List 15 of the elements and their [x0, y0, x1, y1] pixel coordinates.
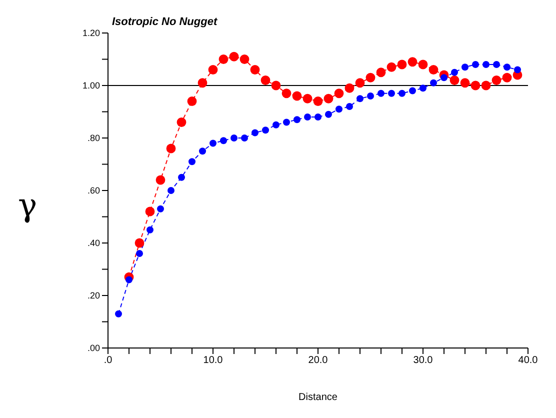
y-axis-title: γ [18, 186, 38, 224]
y-tick-label: .00 [87, 343, 100, 354]
y-tick-label: 1.00 [82, 80, 100, 91]
y-tick-label: .20 [87, 290, 100, 301]
y-tick-label: .60 [87, 186, 100, 196]
x-tick-label: 10.0 [203, 355, 224, 366]
x-axis-title: Distance [298, 392, 338, 403]
chart-title: Isotropic No Nugget [112, 16, 218, 28]
x-tick-label: 30.0 [413, 355, 434, 366]
y-tick-label: .40 [87, 238, 100, 248]
y-tick-label: 1.20 [82, 28, 100, 38]
x-tick-label: 20.0 [308, 355, 328, 366]
x-tick-label: .0 [104, 355, 113, 366]
x-tick-label: 40.0 [518, 355, 538, 366]
y-tick-label: .80 [87, 133, 100, 144]
